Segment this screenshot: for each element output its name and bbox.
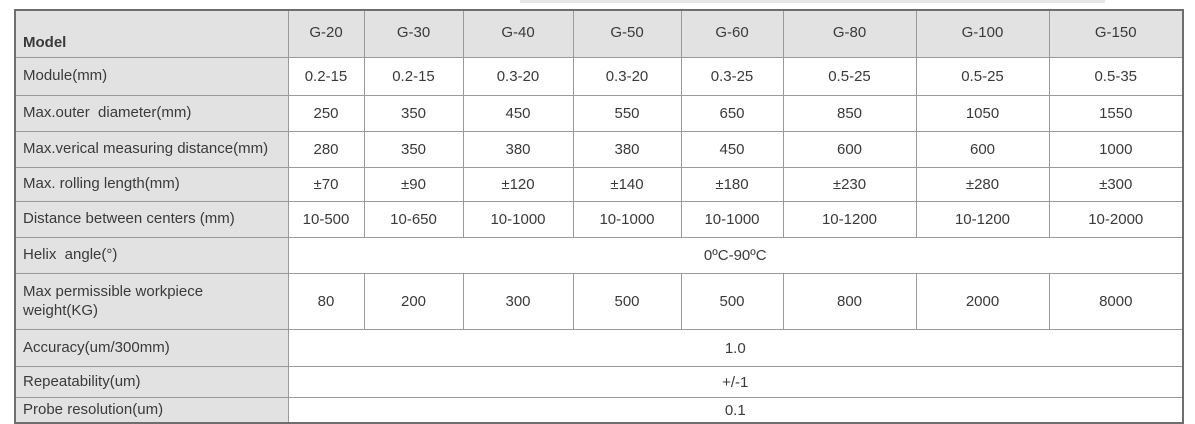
table-row-probe-resolution: Probe resolution(um) 0.1 [14, 397, 1184, 424]
cell: 10-1000 [462, 201, 574, 238]
table-row-distance-centers: Distance between centers (mm) 10-500 10-… [14, 201, 1184, 238]
cell: 350 [363, 95, 464, 132]
cell: 2000 [915, 273, 1050, 330]
cell: 800 [782, 273, 917, 330]
cell: 380 [572, 131, 682, 168]
cell: 450 [462, 95, 574, 132]
table-row-repeatability: Repeatability(um) +/-1 [14, 366, 1184, 398]
cell: 600 [782, 131, 917, 168]
cell: 850 [782, 95, 917, 132]
column-header-g40: G-40 [462, 9, 574, 58]
cell: 350 [363, 131, 464, 168]
row-label: Helix angle(°) [14, 237, 289, 274]
column-header-g150: G-150 [1048, 9, 1184, 58]
row-label: Module(mm) [14, 57, 289, 96]
row-label: Max.verical measuring distance(mm) [14, 131, 289, 168]
row-label: Max. rolling length(mm) [14, 167, 289, 202]
cell: 0.2-15 [287, 57, 365, 96]
cell: 250 [287, 95, 365, 132]
cell: 0.3-25 [680, 57, 784, 96]
row-label: Max permissible workpiece weight(KG) [14, 273, 289, 330]
cell: 0.5-25 [782, 57, 917, 96]
cell: 0.5-25 [915, 57, 1050, 96]
row-label: Repeatability(um) [14, 366, 289, 398]
table-row-vertical-distance: Max.verical measuring distance(mm) 280 3… [14, 131, 1184, 168]
cell: 450 [680, 131, 784, 168]
row-label: Max.outer diameter(mm) [14, 95, 289, 132]
cell: ±70 [287, 167, 365, 202]
corner-header-model: Model [14, 9, 289, 58]
row-label: Distance between centers (mm) [14, 201, 289, 238]
cell: 0.3-20 [572, 57, 682, 96]
cell: 380 [462, 131, 574, 168]
cell: 500 [572, 273, 682, 330]
cell: 1000 [1048, 131, 1184, 168]
table-row-helix-angle: Helix angle(°) 0ºC-90ºC [14, 237, 1184, 274]
cell: 0.5-35 [1048, 57, 1184, 96]
cell: ±90 [363, 167, 464, 202]
cell: 1050 [915, 95, 1050, 132]
table-header-row: Model G-20 G-30 G-40 G-50 G-60 G-80 G-10… [14, 9, 1184, 58]
cell: 200 [363, 273, 464, 330]
cell: ±140 [572, 167, 682, 202]
span-cell-probe-resolution: 0.1 [287, 397, 1184, 424]
cell: 600 [915, 131, 1050, 168]
span-cell-repeatability: +/-1 [287, 366, 1184, 398]
cell: 80 [287, 273, 365, 330]
cell: 10-500 [287, 201, 365, 238]
cell: 10-1000 [572, 201, 682, 238]
cell: 8000 [1048, 273, 1184, 330]
cell: 650 [680, 95, 784, 132]
column-header-g50: G-50 [572, 9, 682, 58]
column-header-g30: G-30 [363, 9, 464, 58]
cell: 280 [287, 131, 365, 168]
table-row-rolling-length: Max. rolling length(mm) ±70 ±90 ±120 ±14… [14, 167, 1184, 202]
cell: 500 [680, 273, 784, 330]
cell: ±300 [1048, 167, 1184, 202]
column-header-g60: G-60 [680, 9, 784, 58]
table-row-outer-diameter: Max.outer diameter(mm) 250 350 450 550 6… [14, 95, 1184, 132]
span-cell-accuracy: 1.0 [287, 329, 1184, 367]
spec-table: Model G-20 G-30 G-40 G-50 G-60 G-80 G-10… [14, 9, 1184, 424]
cell: 0.2-15 [363, 57, 464, 96]
row-label: Probe resolution(um) [14, 397, 289, 424]
column-header-g80: G-80 [782, 9, 917, 58]
table-row-module: Module(mm) 0.2-15 0.2-15 0.3-20 0.3-20 0… [14, 57, 1184, 96]
cell: 10-1200 [782, 201, 917, 238]
table-row-accuracy: Accuracy(um/300mm) 1.0 [14, 329, 1184, 367]
table-row-workpiece-weight: Max permissible workpiece weight(KG) 80 … [14, 273, 1184, 330]
column-header-g20: G-20 [287, 9, 365, 58]
top-edge-artifact [520, 0, 1105, 3]
column-header-g100: G-100 [915, 9, 1050, 58]
cell: 10-650 [363, 201, 464, 238]
cell: 10-1200 [915, 201, 1050, 238]
cell: 0.3-20 [462, 57, 574, 96]
cell: ±120 [462, 167, 574, 202]
cell: 10-1000 [680, 201, 784, 238]
cell: 10-2000 [1048, 201, 1184, 238]
cell: 300 [462, 273, 574, 330]
cell: ±180 [680, 167, 784, 202]
span-cell-helix-angle: 0ºC-90ºC [287, 237, 1184, 274]
cell: 1550 [1048, 95, 1184, 132]
cell: ±280 [915, 167, 1050, 202]
row-label: Accuracy(um/300mm) [14, 329, 289, 367]
cell: ±230 [782, 167, 917, 202]
cell: 550 [572, 95, 682, 132]
